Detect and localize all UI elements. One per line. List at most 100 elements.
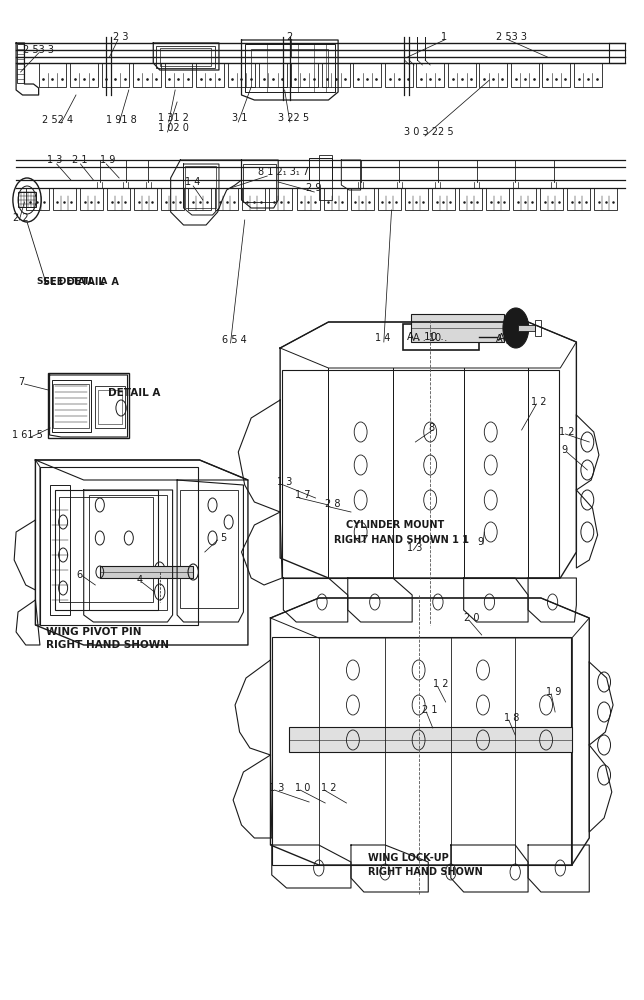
Text: 1: 1 (441, 32, 448, 42)
Bar (486, 188, 509, 210)
Text: 1 61 5: 1 61 5 (12, 430, 43, 440)
Bar (535, 320, 541, 336)
Text: 4: 4 (137, 575, 143, 585)
Text: 3 22 5: 3 22 5 (278, 113, 309, 123)
Text: SEE DETAIL  A: SEE DETAIL A (43, 277, 119, 287)
Bar (354, 63, 381, 87)
Text: 6: 6 (76, 570, 82, 580)
Text: 1 2: 1 2 (433, 679, 448, 689)
Bar (567, 188, 591, 210)
Bar (385, 63, 413, 87)
Text: A [: A [ (496, 333, 509, 343)
Text: SEE DETAIL  A: SEE DETAIL A (37, 277, 108, 286)
Bar (215, 188, 238, 210)
Text: 1 2: 1 2 (559, 427, 574, 437)
Text: WING LOCK-UP: WING LOCK-UP (368, 853, 449, 863)
Bar (290, 63, 318, 87)
Text: 8: 8 (428, 423, 435, 433)
Text: 2 3: 2 3 (113, 32, 128, 42)
Bar (594, 188, 618, 210)
Bar (323, 188, 346, 210)
Bar (55, 490, 158, 610)
Text: RIGHT HAND SHOWN: RIGHT HAND SHOWN (368, 867, 483, 877)
Bar (242, 188, 265, 210)
Bar (351, 188, 374, 210)
Bar (196, 63, 223, 87)
Text: 1 2: 1 2 (531, 397, 547, 407)
Text: 2 0: 2 0 (464, 613, 479, 623)
Bar (53, 384, 89, 428)
Bar (309, 158, 332, 180)
Bar (161, 188, 184, 210)
Bar (133, 63, 161, 87)
Bar (50, 485, 70, 615)
Bar (245, 44, 335, 92)
Text: 1 3: 1 3 (407, 543, 422, 553)
Bar (518, 325, 535, 331)
Bar (479, 63, 507, 87)
Bar (378, 188, 401, 210)
Bar (243, 164, 276, 202)
Text: 3 0 3 22 5: 3 0 3 22 5 (404, 127, 454, 137)
Text: 1 02 0: 1 02 0 (158, 123, 189, 133)
Bar (80, 188, 103, 210)
Text: 2 53 3: 2 53 3 (496, 32, 527, 42)
Text: 2 53 3: 2 53 3 (23, 45, 53, 55)
Bar (540, 188, 564, 210)
Bar (26, 188, 49, 210)
Bar (95, 386, 125, 428)
Text: 9: 9 (562, 445, 568, 455)
Text: 2: 2 (287, 32, 293, 42)
Text: 1 9: 1 9 (100, 155, 115, 165)
Bar (180, 490, 238, 608)
Text: 2 52 4: 2 52 4 (42, 115, 73, 125)
Text: 1 91 8: 1 91 8 (106, 115, 137, 125)
Text: 2 1: 2 1 (72, 155, 88, 165)
Bar (185, 166, 216, 208)
Bar (405, 188, 428, 210)
Bar (411, 314, 504, 342)
Text: A [: A [ (498, 332, 513, 342)
Text: 1 8: 1 8 (504, 713, 519, 723)
Bar (53, 188, 76, 210)
Text: 5: 5 (220, 533, 227, 543)
Bar (59, 497, 153, 602)
Bar (165, 63, 193, 87)
Text: A . 10 .: A . 10 . (413, 333, 448, 343)
Bar (89, 495, 167, 610)
Bar (39, 63, 66, 87)
Circle shape (503, 308, 529, 348)
Bar (403, 324, 479, 350)
Bar (296, 188, 319, 210)
Bar (70, 63, 98, 87)
Text: WING PIVOT PIN: WING PIVOT PIN (46, 627, 142, 637)
Bar (432, 188, 455, 210)
Bar (100, 566, 193, 578)
Bar (134, 188, 157, 210)
Text: 2 8: 2 8 (325, 499, 341, 509)
Bar (542, 63, 570, 87)
Bar (513, 188, 536, 210)
Text: 1 7: 1 7 (295, 490, 310, 500)
Bar (574, 63, 601, 87)
Bar (107, 188, 130, 210)
Bar (18, 192, 36, 207)
Bar (511, 63, 538, 87)
Text: DETAIL A: DETAIL A (108, 388, 160, 398)
Text: RIGHT HAND SHOWN: RIGHT HAND SHOWN (46, 640, 169, 650)
Text: RIGHT HAND SHOWN 1 1: RIGHT HAND SHOWN 1 1 (334, 535, 469, 545)
Text: 9: 9 (478, 537, 484, 547)
Text: 1 3: 1 3 (277, 477, 292, 487)
Text: 1 2: 1 2 (321, 783, 336, 793)
Text: 3 1: 3 1 (232, 113, 247, 123)
Bar (156, 46, 215, 68)
Text: 1 3: 1 3 (269, 783, 285, 793)
Bar (251, 49, 328, 87)
Bar (48, 373, 129, 438)
Text: 1 3: 1 3 (47, 155, 62, 165)
Bar (52, 380, 91, 432)
Text: 8 1 2₁ 3₁ 7: 8 1 2₁ 3₁ 7 (258, 167, 308, 177)
Text: CYLINDER MOUNT: CYLINDER MOUNT (346, 520, 445, 530)
Bar (102, 63, 129, 87)
Text: 1 4: 1 4 (375, 333, 390, 343)
